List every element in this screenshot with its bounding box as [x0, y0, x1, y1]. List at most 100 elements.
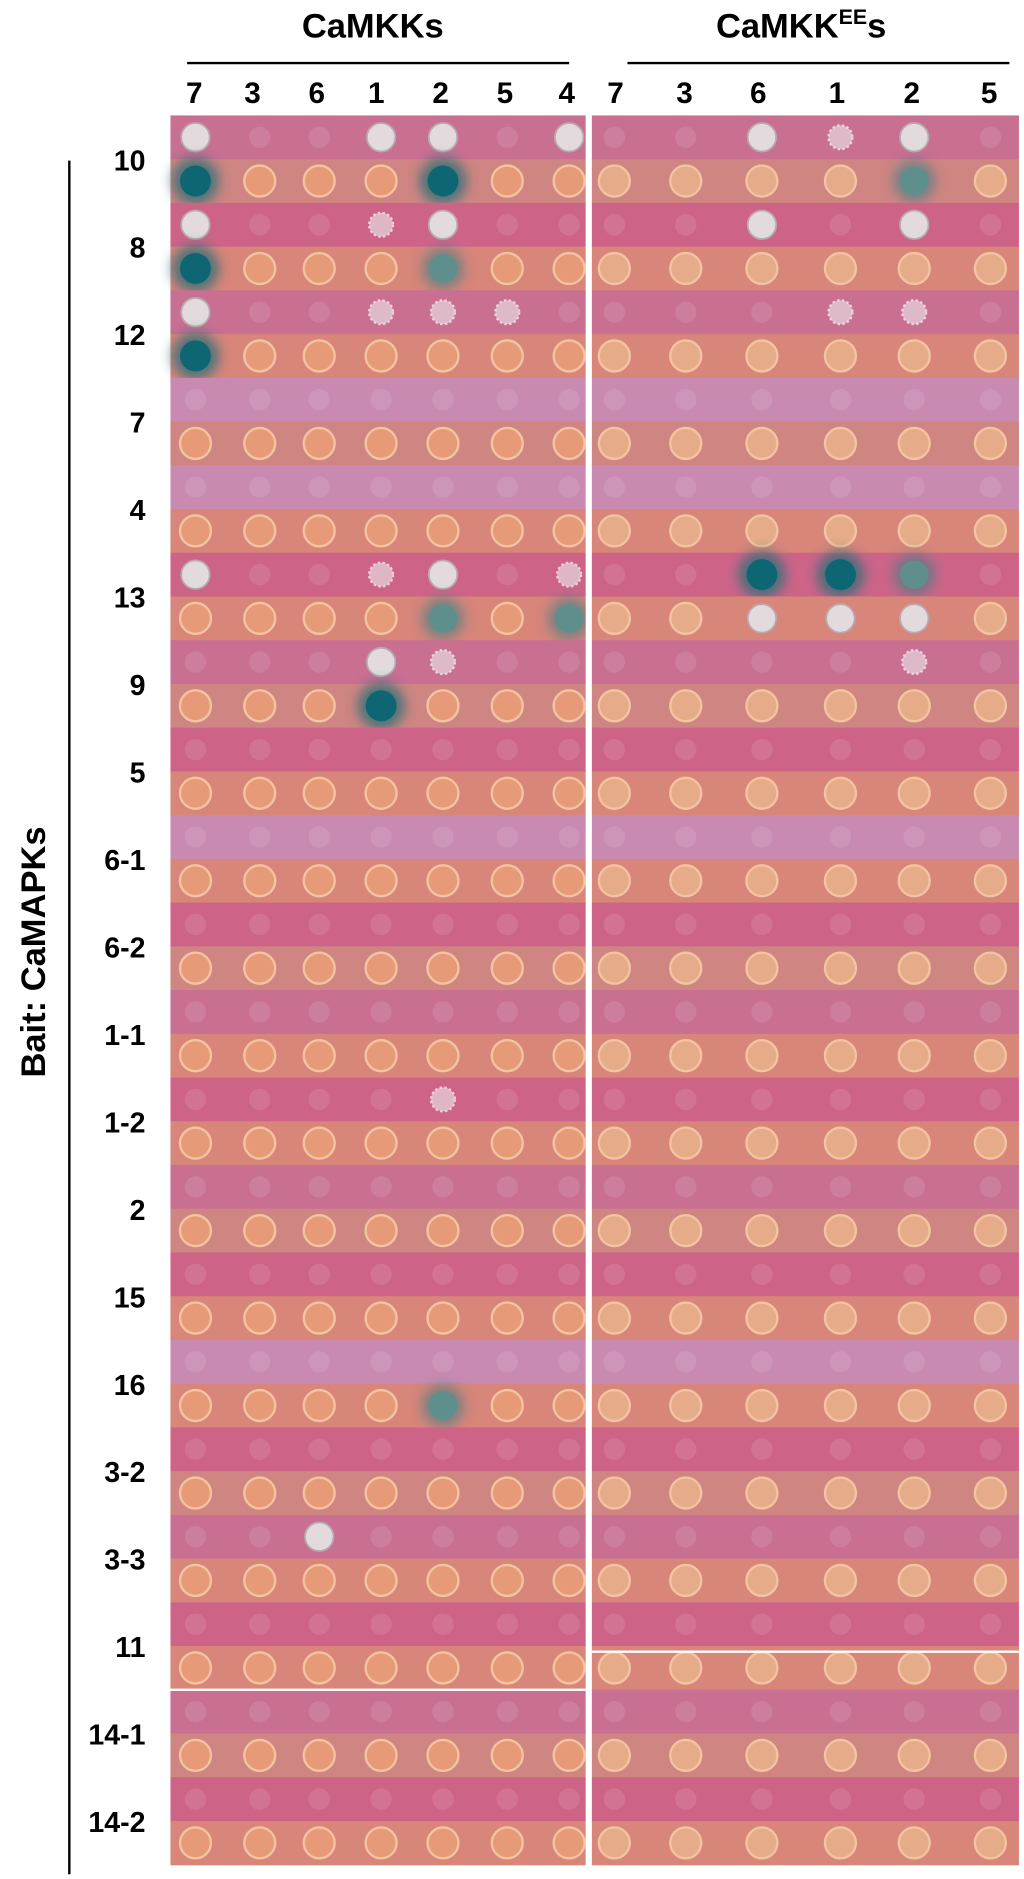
- spot-faint: [980, 1001, 1001, 1022]
- spot-faint: [309, 826, 330, 847]
- spot-faint: [558, 214, 579, 235]
- spot-faint: [497, 739, 518, 760]
- left-panel-title: CaMKKs: [302, 8, 444, 46]
- colony-white: [429, 123, 458, 152]
- colony-orange: [899, 1040, 930, 1071]
- colony-orange: [304, 1303, 335, 1334]
- colony-bluish: [555, 604, 584, 633]
- column-label: 7: [607, 77, 624, 110]
- spot-faint: [497, 127, 518, 148]
- plate-strip-selective: [592, 1690, 1019, 1734]
- colony-orange: [746, 166, 777, 197]
- colony-orange: [975, 428, 1006, 459]
- spot-faint: [309, 1264, 330, 1285]
- colony-orange: [599, 340, 630, 371]
- colony-orange: [599, 1040, 630, 1071]
- spot-faint: [558, 389, 579, 410]
- plate-strip-selective: [592, 378, 1019, 422]
- spot-faint: [675, 564, 696, 585]
- colony-orange: [244, 1478, 275, 1509]
- plate-strip-selective: [592, 1252, 1019, 1296]
- colony-orange: [670, 166, 701, 197]
- spot-faint: [185, 826, 206, 847]
- colony-orange: [244, 1565, 275, 1596]
- spot-faint: [604, 1701, 625, 1722]
- colony-orange: [244, 1740, 275, 1771]
- colony-orange: [599, 865, 630, 896]
- spot-faint: [497, 1351, 518, 1372]
- colony-orange: [366, 166, 397, 197]
- spot-faint: [980, 1351, 1001, 1372]
- spot-faint: [830, 1788, 851, 1809]
- spot-faint: [830, 1089, 851, 1110]
- spot-faint: [980, 476, 1001, 497]
- colony-orange: [670, 778, 701, 809]
- spot-faint: [497, 1001, 518, 1022]
- colony-orange: [366, 1652, 397, 1683]
- plate-strip-selective: [592, 115, 1019, 159]
- plate-strip-control: [592, 247, 1019, 291]
- plate-strip-control: [592, 422, 1019, 466]
- colony-orange: [366, 778, 397, 809]
- spot-faint: [751, 1176, 772, 1197]
- spot-faint: [432, 914, 453, 935]
- spot-faint: [497, 826, 518, 847]
- spot-faint: [497, 1788, 518, 1809]
- spot-faint: [904, 476, 925, 497]
- spot-faint: [558, 1264, 579, 1285]
- colony-orange: [599, 1827, 630, 1858]
- spot-faint: [604, 1613, 625, 1634]
- colony-orange: [746, 1478, 777, 1509]
- plate-strip-selective: [592, 990, 1019, 1034]
- colony-orange: [975, 953, 1006, 984]
- spot-faint: [249, 1526, 270, 1547]
- colony-orange: [746, 340, 777, 371]
- colony-orange: [899, 1652, 930, 1683]
- bait-label: 5: [130, 758, 146, 790]
- spot-faint: [370, 389, 391, 410]
- colony-blue: [180, 340, 211, 371]
- colony-orange: [492, 1652, 523, 1683]
- colony-orange: [428, 1040, 459, 1071]
- colony-orange: [975, 253, 1006, 284]
- colony-orange: [599, 166, 630, 197]
- spot-faint: [604, 564, 625, 585]
- spot-faint: [830, 1176, 851, 1197]
- colony-orange: [304, 865, 335, 896]
- colony-orange: [899, 953, 930, 984]
- colony-orange: [554, 690, 585, 721]
- spot-faint: [604, 914, 625, 935]
- spot-faint: [185, 651, 206, 672]
- spot-faint: [751, 302, 772, 323]
- colony-orange: [180, 428, 211, 459]
- spot-faint: [830, 1351, 851, 1372]
- colony-white: [826, 604, 855, 633]
- spot-faint: [980, 564, 1001, 585]
- colony-orange: [366, 515, 397, 546]
- colony-orange: [975, 515, 1006, 546]
- colony-orange: [304, 1128, 335, 1159]
- spot-faint: [249, 826, 270, 847]
- colony-orange: [180, 690, 211, 721]
- spot-faint: [370, 1526, 391, 1547]
- colony-sparse: [369, 213, 393, 237]
- colony-orange: [670, 1565, 701, 1596]
- spot-faint: [980, 826, 1001, 847]
- colony-orange: [304, 1390, 335, 1421]
- spot-faint: [370, 1439, 391, 1460]
- plate-strip-control: [592, 1471, 1019, 1515]
- colony-orange: [492, 340, 523, 371]
- colony-orange: [746, 1390, 777, 1421]
- spot-faint: [309, 214, 330, 235]
- spot-faint: [751, 826, 772, 847]
- colony-orange: [975, 340, 1006, 371]
- spot-faint: [980, 214, 1001, 235]
- plate-strip-selective: [592, 1165, 1019, 1209]
- bait-label: 14-1: [88, 1720, 145, 1752]
- colony-white: [181, 298, 210, 327]
- colony-orange: [244, 953, 275, 984]
- colony-orange: [428, 1478, 459, 1509]
- colony-orange: [492, 166, 523, 197]
- colony-orange: [428, 690, 459, 721]
- colony-orange: [554, 1565, 585, 1596]
